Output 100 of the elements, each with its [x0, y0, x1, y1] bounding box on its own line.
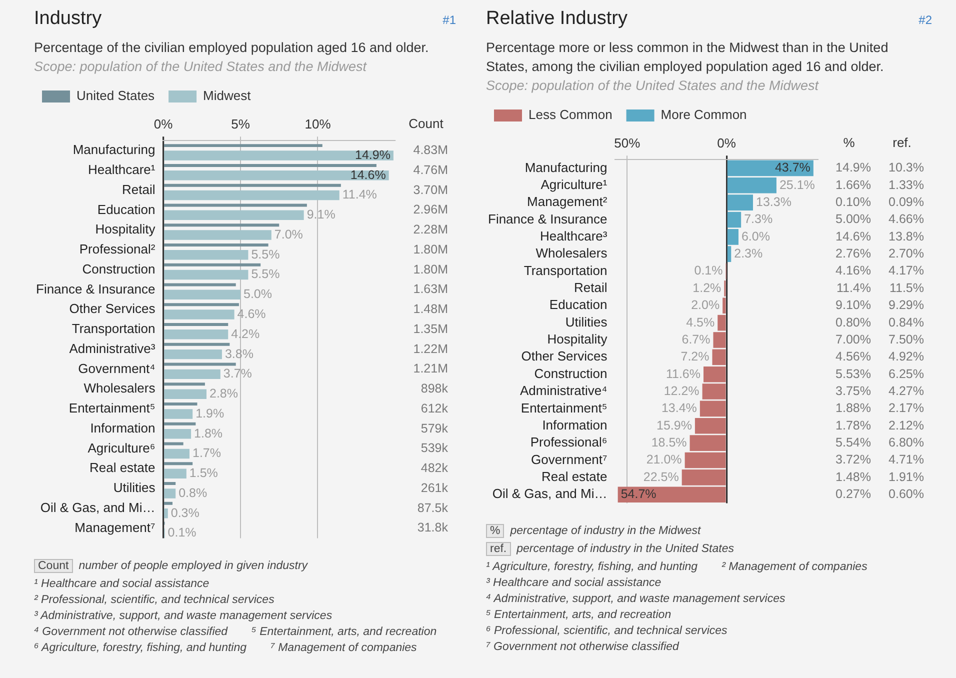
text: 3.70M: [413, 182, 448, 197]
data-label: 1.8%: [194, 426, 223, 440]
text: ⁵ Entertainment, arts, and recreation: [252, 626, 437, 638]
y-tick-label: Real estate: [89, 460, 156, 476]
text: ¹ Healthcare and social assistance: [34, 578, 210, 590]
y-tick-label: Hospitality: [547, 332, 608, 347]
text: 2.28M: [413, 222, 448, 237]
text: ref.: [490, 543, 507, 555]
text: 9.29%: [888, 298, 924, 312]
text: 87.5k: [417, 500, 449, 515]
text: ref.: [892, 135, 912, 150]
bar: [164, 502, 173, 505]
text: 0.84%: [888, 315, 924, 330]
bar: [164, 230, 272, 240]
text: 0.09%: [888, 195, 924, 210]
text: 1.21M: [413, 362, 448, 376]
bar: [164, 283, 236, 286]
data-label: 11.4%: [342, 188, 377, 202]
legend-label: United States: [76, 88, 156, 104]
y-tick-label: Wholesalers: [536, 246, 608, 261]
text: 13.8%: [888, 229, 924, 244]
text: 6.80%: [888, 436, 924, 450]
bar: [164, 422, 196, 426]
text: 3.75%: [836, 384, 871, 398]
data-label: 22.5%: [643, 470, 679, 484]
text: 4.16%: [836, 264, 871, 278]
x-tick-label: 0%: [154, 116, 174, 132]
y-tick-label: Transportation: [72, 321, 156, 336]
y-tick-label: Manufacturing: [72, 142, 156, 158]
y-tick-label: Healthcare¹: [88, 162, 156, 177]
y-tick-label: Oil & Gas, and Mi…: [40, 500, 156, 515]
chart-subtitle: Percentage of the civilian employed population aged 16 and older.: [34, 39, 430, 57]
y-tick-label: Administrative⁴: [520, 383, 608, 398]
text: 6.25%: [888, 366, 924, 381]
x-tick-label: 10%: [304, 116, 332, 132]
data-label: 15.9%: [656, 418, 692, 432]
text: 7.50%: [888, 332, 924, 346]
y-tick-label: Information: [542, 417, 608, 432]
bar: [164, 330, 228, 340]
text: 4.27%: [888, 384, 924, 398]
y-tick-label: Utilities: [113, 480, 156, 496]
y-tick-label: Construction: [82, 261, 156, 276]
bar: [164, 150, 394, 160]
y-tick-label: Retail: [574, 280, 608, 296]
text: 1.88%: [836, 401, 871, 416]
text: 5.00%: [836, 212, 871, 226]
text: 14.6%: [836, 229, 871, 244]
bar: [164, 442, 184, 446]
data-label: 6.0%: [741, 229, 770, 244]
text: 4.17%: [888, 264, 924, 278]
text: ³ Healthcare and social assistance: [486, 577, 662, 589]
data-label: 3.7%: [223, 366, 252, 381]
y-tick-label: Administrative³: [69, 340, 156, 356]
text: 9.10%: [836, 298, 871, 312]
text: ⁴ Government not otherwise classified: [34, 626, 228, 638]
text: percentage of industry in the United States: [516, 543, 734, 555]
text: 4.71%: [888, 452, 924, 467]
y-tick-label: Professional⁶: [530, 434, 608, 450]
text: 3.72%: [836, 452, 871, 467]
chart-title: Industry: [34, 8, 102, 30]
text: 2.76%: [836, 246, 871, 261]
text: 14.9%: [836, 160, 871, 175]
data-label: 9.1%: [306, 208, 336, 222]
text: 5.54%: [836, 436, 871, 450]
bar: [164, 263, 261, 266]
y-tick-label: Education: [97, 202, 156, 217]
legend-label: Midwest: [203, 88, 252, 104]
text: 7.00%: [836, 332, 871, 346]
bar: [164, 342, 230, 346]
y-tick-label: Management²: [527, 194, 608, 210]
data-label: 7.3%: [744, 212, 773, 226]
data-label: 6.7%: [682, 332, 710, 346]
bar: [164, 482, 176, 486]
y-tick-label: Agriculture¹: [540, 176, 608, 192]
bar: [164, 448, 190, 459]
text: 2.12%: [888, 418, 924, 432]
text: #1: [442, 13, 456, 27]
text: ⁵ Entertainment, arts, and recreation: [486, 609, 672, 621]
y-tick-label: Oil & Gas, and Mi…: [492, 486, 608, 502]
text: 5.53%: [836, 366, 871, 381]
y-tick-label: Finance & Insurance: [36, 281, 156, 296]
data-label: 54.7%: [620, 487, 656, 502]
text: Count: [38, 560, 69, 572]
y-tick-label: Information: [90, 420, 156, 436]
text: ³ Administrative, support, and waste management services: [34, 610, 332, 622]
text: 0.10%: [836, 195, 871, 210]
data-label: 1.5%: [189, 466, 218, 480]
bar: [164, 270, 248, 280]
data-label: 0.1%: [168, 526, 196, 540]
data-label: 4.6%: [237, 307, 266, 322]
y-tick-label: Other Services: [69, 301, 156, 316]
data-label: 0.8%: [178, 486, 208, 500]
text: 1.91%: [888, 470, 924, 484]
text: 4.83M: [413, 142, 448, 157]
bar: [164, 190, 340, 200]
data-label: 5.5%: [251, 267, 280, 282]
data-label: 3.8%: [224, 346, 254, 361]
text: ⁴ Administrative, support, and waste management services: [486, 593, 786, 605]
bar: [164, 170, 389, 180]
y-tick-label: Entertainment⁵: [520, 400, 608, 416]
